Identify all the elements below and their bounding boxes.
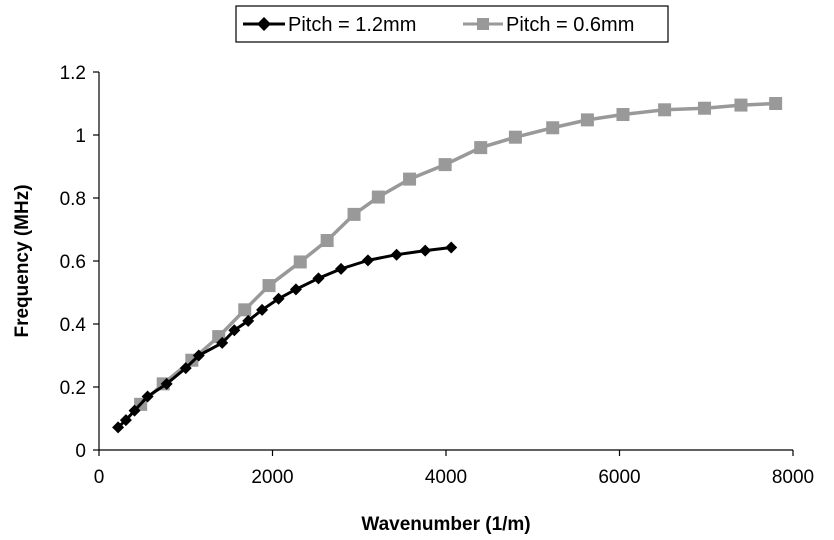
series-1-point [216,336,229,349]
x-tick-label: 4000 [425,467,467,488]
series-1-point [160,377,173,390]
series-1-point [289,283,302,296]
legend-box [235,5,669,43]
series-1-point [141,390,154,403]
series-2-point [238,303,252,317]
series-1-point [419,244,432,257]
series-2-point [438,158,452,172]
series-2-point [769,97,783,110]
legend-label-series-1: Pitch = 1.2mm [288,14,416,36]
series-1-point [119,414,132,427]
series-1-point [390,248,403,261]
series-2-point [320,234,334,248]
legend-marker-series-2 [477,18,489,30]
series-2-point [580,113,594,127]
series-2 [134,97,783,411]
y-tick-label: 0.2 [60,378,86,399]
series-1-point [179,362,192,375]
series-2-line [139,101,776,406]
series-2-point [347,207,361,221]
series-2-point [474,141,488,155]
x-tick-label: 6000 [598,467,640,488]
series-1-point [361,254,374,267]
series-2-point [734,98,748,112]
series-2-point [658,103,672,117]
legend-label-series-2: Pitch = 0.6mm [506,14,634,36]
x-tick-label: 8000 [772,467,814,488]
y-axis-title: Frequency (MHz) [12,184,33,337]
x-tick-label: 2000 [251,467,293,488]
series-1-point [112,421,125,434]
series-1-point [228,324,241,337]
x-axis-title: Wavenumber (1/m) [361,514,530,535]
x-ticks: 0 2000 4000 6000 8000 [94,450,814,488]
series-1-point [335,262,348,275]
y-tick-label: 0 [75,441,86,462]
series-2-point [293,255,307,269]
y-tick-label: 1.2 [60,63,86,84]
series-2-point [616,108,630,122]
series-2-point [403,172,417,186]
legend-marker-series-1 [257,17,271,31]
y-ticks: 0 0.2 0.4 0.6 0.8 1 1.2 [60,63,99,462]
legend: Pitch = 1.2mm Pitch = 0.6mm [235,5,669,43]
series-1-point [272,292,285,305]
series-2-point [371,190,385,204]
axes: 0 2000 4000 6000 8000 0 0.2 0.4 0.6 0.8 1 1.2 [60,63,815,488]
y-tick-label: 0.4 [60,315,87,336]
series-1 [112,241,458,434]
y-tick-label: 0.6 [60,252,86,273]
series-2-point [546,121,560,135]
series-1-point [242,314,255,327]
y-tick-label: 0.8 [60,189,86,210]
series-1-point [128,404,141,417]
series-1-point [256,303,269,316]
series-layer [112,97,783,434]
series-2-point [508,130,522,144]
series-1-point [312,272,325,285]
x-tick-label: 0 [94,467,105,488]
series-1-point [192,349,205,362]
series-2-point [262,279,276,293]
series-2-point [698,101,712,115]
series-1-point [445,241,458,254]
y-tick-label: 1 [75,126,86,147]
